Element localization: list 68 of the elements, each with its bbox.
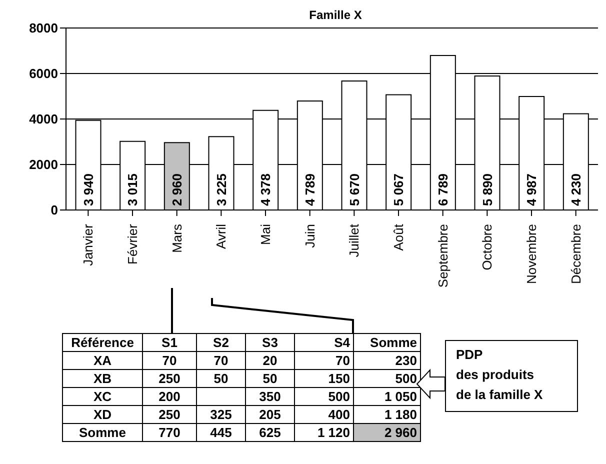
data-label: 2 960: [354, 424, 420, 442]
data-label: 230: [354, 352, 420, 370]
x-tick-label: Juin: [302, 224, 318, 248]
series-label: Somme: [62, 424, 142, 442]
data-label: 50: [196, 370, 246, 388]
text: XA: [62, 352, 142, 370]
text: XB: [62, 370, 142, 388]
data-label: 205: [246, 406, 294, 424]
data-label: 250: [142, 406, 196, 424]
data-label: 500: [354, 370, 420, 388]
text: des produits: [456, 366, 536, 384]
y-tick-label: 8000: [29, 20, 58, 36]
data-label: 445: [196, 424, 246, 442]
data-label: 50: [246, 370, 294, 388]
data-label: 5 890: [480, 173, 495, 206]
category-label: S4: [294, 334, 354, 352]
x-tick-label: Août: [391, 224, 406, 251]
data-label: 5 670: [346, 173, 362, 206]
category-label: Somme: [354, 334, 420, 352]
category-label: S3: [246, 334, 294, 352]
x-tick-label: Novembre: [524, 224, 539, 284]
data-label: 200: [142, 388, 196, 406]
data-label: 6 789: [435, 173, 450, 206]
data-label: 70: [294, 352, 354, 370]
data-label: 1 050: [354, 388, 420, 406]
x-tick-label: Juillet: [346, 224, 362, 258]
text: de la famille X: [456, 386, 544, 404]
data-label: 4 378: [258, 173, 274, 206]
data-label: 4 987: [524, 173, 540, 206]
data-label: 70: [142, 352, 196, 370]
x-tick-label: Septembre: [435, 224, 450, 288]
data-label: 400: [294, 406, 354, 424]
x-tick-label: Avril: [214, 224, 229, 250]
data-label: 150: [294, 370, 354, 388]
data-label: 1 120: [294, 424, 354, 442]
data-label: 1 180: [354, 406, 420, 424]
x-tick-label: Octobre: [480, 224, 495, 270]
data-label: 325: [196, 406, 246, 424]
data-label: 625: [246, 424, 294, 442]
text: XC: [62, 388, 142, 406]
y-tick-label: 6000: [29, 66, 58, 82]
data-label: 3 225: [214, 173, 229, 206]
data-label: 2 960: [169, 173, 184, 206]
text: XD: [62, 406, 142, 424]
data-label: 3 015: [125, 173, 140, 206]
x-tick-label: Mai: [258, 224, 273, 245]
data-label: 500: [294, 388, 354, 406]
category-label: S2: [196, 334, 246, 352]
x-tick-label: Mars: [169, 224, 184, 253]
y-tick-label: 4000: [29, 112, 58, 127]
data-label: 4 789: [302, 173, 318, 206]
x-tick-label: Décembre: [568, 224, 584, 284]
y-tick-label: 2000: [29, 157, 58, 172]
data-label: 770: [142, 424, 196, 442]
data-label: 5 067: [391, 173, 406, 206]
data-label: 70: [196, 352, 246, 370]
category-label: S1: [142, 334, 196, 352]
chart-title: Famille X: [308, 8, 363, 22]
y-tick-label: 0: [50, 202, 58, 218]
x-tick-label: Février: [125, 223, 140, 264]
x-tick-label: Janvier: [80, 223, 96, 266]
data-label: 350: [246, 388, 294, 406]
text: PDP: [456, 346, 484, 364]
data-label: 3 940: [80, 173, 96, 206]
data-label: 4 230: [568, 173, 584, 206]
data-label: 250: [142, 370, 196, 388]
legend-title: Référence: [62, 334, 142, 352]
data-label: 20: [246, 352, 294, 370]
